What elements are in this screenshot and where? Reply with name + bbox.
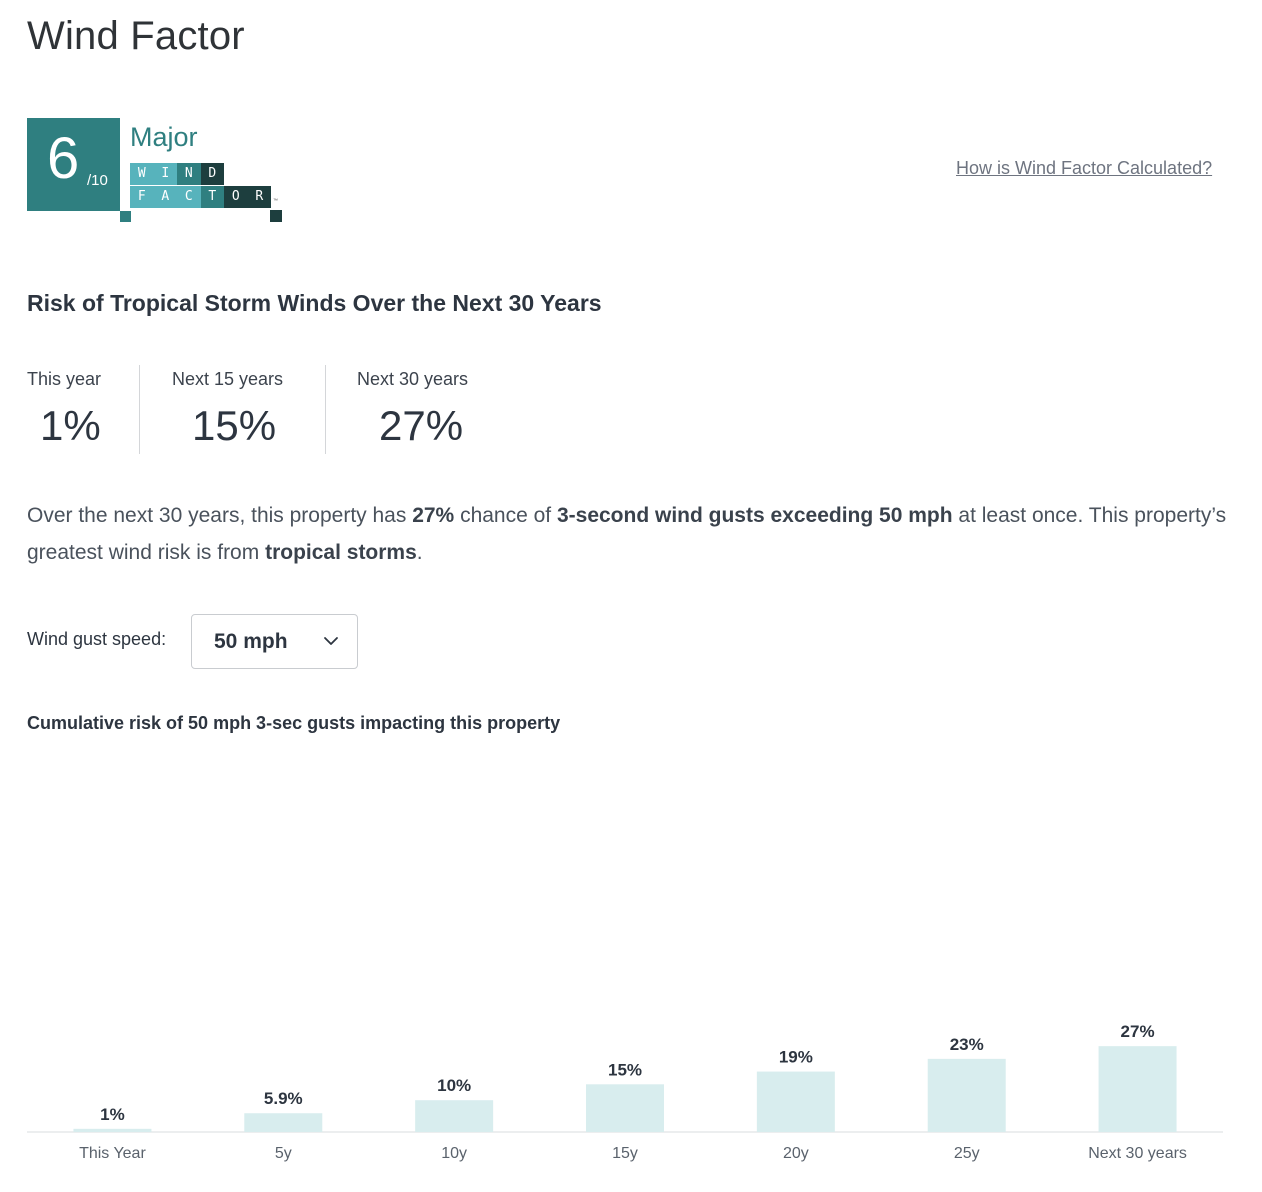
chart-bar (1098, 1046, 1177, 1132)
score-box: 6 /10 (27, 118, 120, 211)
chevron-down-icon (324, 637, 338, 645)
wordmark-letter: I (153, 163, 177, 185)
chart-bar (927, 1058, 1006, 1132)
summary-text: at least once. This property’s greatest … (27, 504, 1227, 564)
bar-data-label: 10% (437, 1076, 471, 1095)
bar-data-label: 19% (779, 1048, 813, 1067)
wordmark-letter: F (130, 186, 154, 208)
stat-divider (325, 365, 326, 454)
bar-data-label: 23% (950, 1035, 984, 1054)
x-tick-label: 10y (441, 1145, 467, 1162)
x-tick-label: 15y (612, 1145, 638, 1162)
selected-gust-speed: 50 mph (214, 630, 288, 653)
chart-title: Cumulative risk of 50 mph 3-sec gusts im… (27, 713, 561, 733)
wordmark-letter: T (200, 186, 224, 208)
summary-highlight: 3-second wind gusts exceeding 50 mph (556, 504, 953, 527)
bar-data-label: 1% (100, 1105, 125, 1124)
badge-dark-square (270, 210, 282, 222)
page-title: Wind Factor (27, 14, 245, 58)
stat-value: 1% (40, 402, 101, 449)
stat-label: Next 15 years (172, 369, 284, 389)
summary-highlight: tropical storms (265, 541, 417, 564)
how-calculated-link[interactable]: How is Wind Factor Calculated? (956, 158, 1213, 178)
wind-gust-speed-select[interactable]: 50 mph (191, 614, 358, 669)
wordmark-letter: N (177, 163, 201, 185)
x-tick-label: 20y (783, 1145, 809, 1162)
wordmark-letter: A (153, 186, 177, 208)
wordmark-letter: D (200, 163, 224, 185)
chart-bar (586, 1084, 664, 1132)
x-tick-label: Next 30 years (1088, 1145, 1187, 1162)
wordmark-letter: W (130, 163, 154, 185)
bar-data-label: 5.9% (264, 1089, 303, 1108)
risk-level-label: Major (130, 122, 198, 152)
trademark-mark: ™ (273, 198, 278, 204)
risk-section-title: Risk of Tropical Storm Winds Over the Ne… (27, 290, 602, 316)
cumulative-risk-chart: 1% This Year 5.9% 5y 10% 10y 15% 15y 19% 20y 23% 25… (27, 760, 1223, 1180)
bar-data-label: 15% (608, 1060, 642, 1079)
stat-value: 15% (192, 402, 277, 449)
wind-gust-speed-label: Wind gust speed: (27, 629, 167, 649)
score-value: 6 (47, 126, 80, 191)
stat-next-30-years: Next 30 years 27% (357, 365, 507, 455)
x-tick-label: This Year (79, 1145, 146, 1162)
stat-next-15-years: Next 15 years 15% (172, 365, 322, 455)
stat-label: This year (27, 369, 102, 389)
bar-data-label: 27% (1121, 1022, 1155, 1041)
badge-accent-square (120, 211, 131, 222)
summary-text: Over the next 30 years, this property ha… (27, 504, 413, 527)
x-tick-label: 25y (954, 1145, 980, 1162)
summary-text: chance of (454, 504, 557, 527)
score-denominator: /10 (87, 172, 108, 189)
chart-bar (244, 1113, 323, 1132)
bar-chart-svg: 1% This Year 5.9% 5y 10% 10y 15% 15y 19% 20y 23% 25… (27, 1022, 1223, 1162)
chart-bar (756, 1071, 835, 1132)
summary-text: . (416, 541, 423, 564)
stat-this-year: This year 1% (27, 365, 139, 455)
stat-value: 27% (379, 402, 464, 449)
wordmark-letter: R (247, 186, 271, 208)
summary-highlight: 27% (412, 504, 455, 527)
stat-divider (139, 365, 140, 454)
chart-bar (415, 1100, 494, 1132)
stat-label: Next 30 years (357, 369, 469, 389)
wordmark-letter: C (177, 186, 201, 208)
risk-summary: Over the next 30 years, this property ha… (27, 497, 1237, 571)
chart-bar (73, 1128, 152, 1132)
wordmark-letter: O (224, 186, 248, 208)
x-tick-label: 5y (275, 1145, 292, 1162)
